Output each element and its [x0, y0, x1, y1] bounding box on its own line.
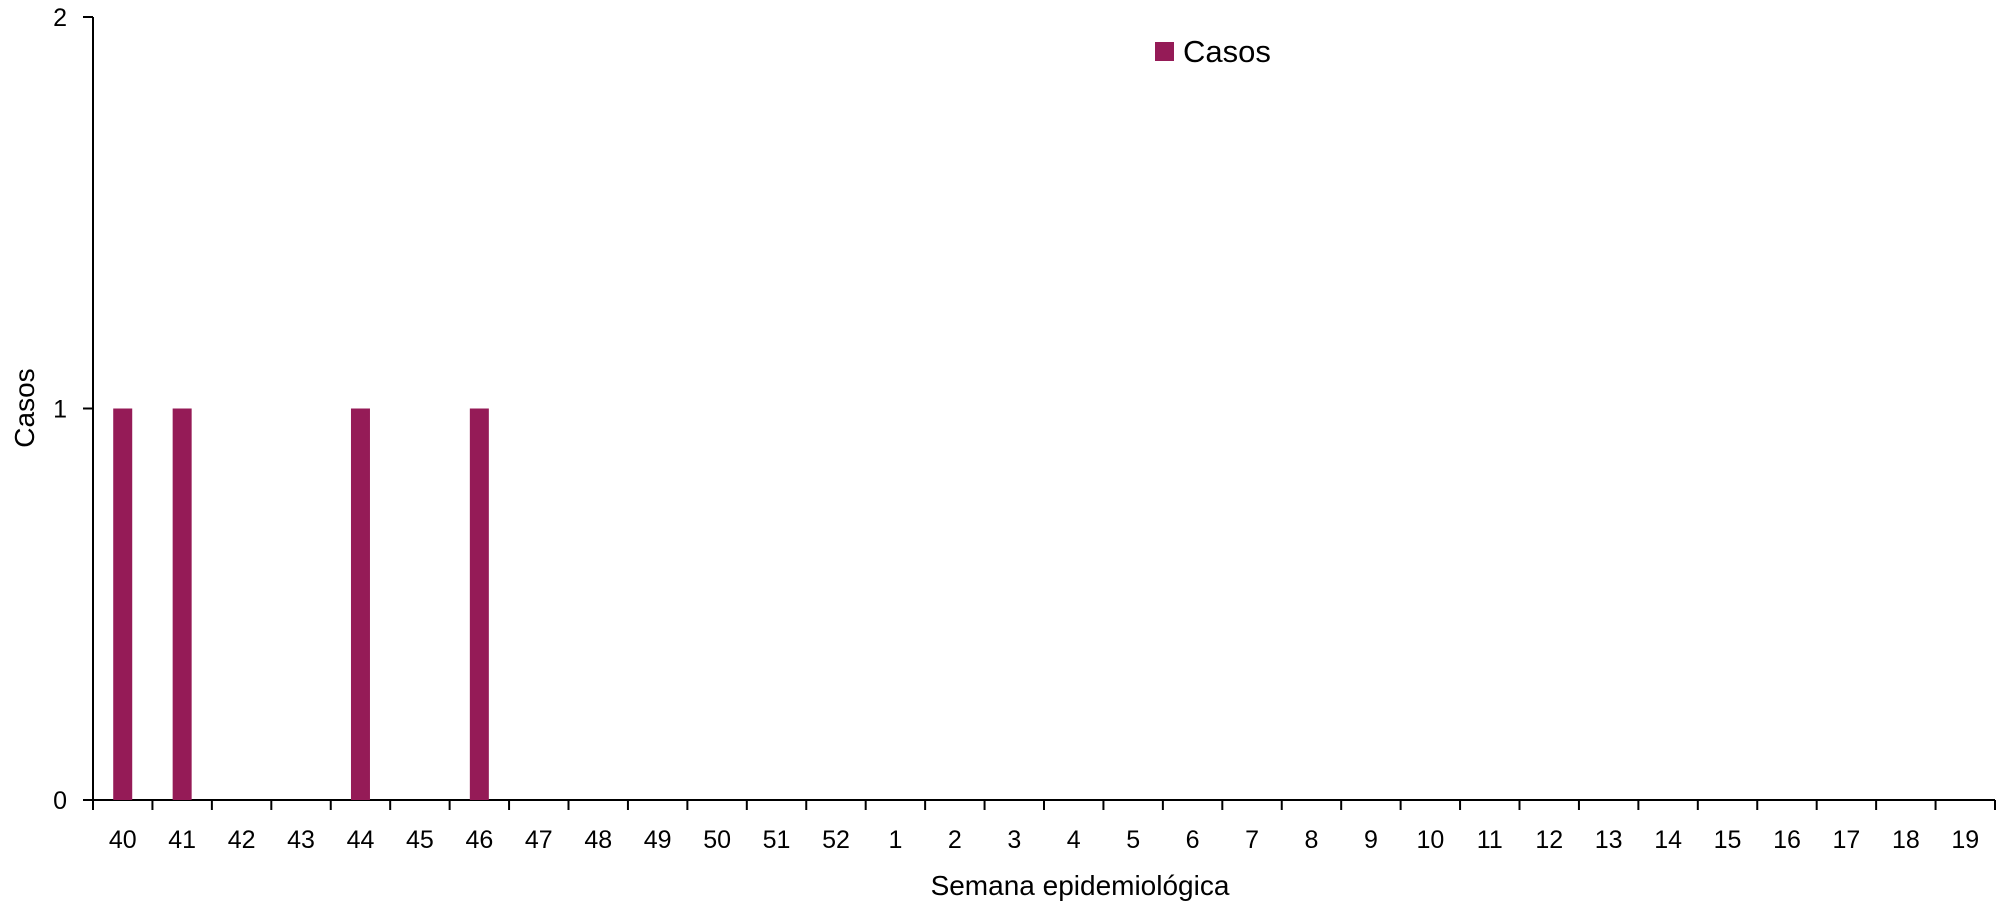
x-tick-label: 4 [1067, 826, 1081, 854]
x-tick-label: 11 [1477, 826, 1503, 854]
x-tick-label: 17 [1833, 826, 1861, 854]
x-tick-label: 41 [168, 826, 196, 854]
bar [172, 408, 192, 800]
y-axis-title: Casos [9, 368, 40, 447]
x-tick-label: 46 [465, 826, 493, 854]
x-axis-title: Semana epidemiológica [931, 870, 1230, 901]
x-tick-label: 43 [287, 826, 315, 854]
x-tick-label: 40 [109, 826, 137, 854]
x-tick-label: 50 [703, 826, 731, 854]
x-tick-labels: 40 41 42 43 44 45 46 47 48 49 50 51 52 1 2 3 4 5 6 7 8 9 10 11 1… [109, 826, 1979, 854]
x-tick-label: 7 [1245, 826, 1259, 854]
x-axis [92, 799, 1996, 810]
x-tick-label: 51 [763, 826, 791, 854]
x-tick-label: 47 [525, 826, 553, 854]
bar [469, 408, 489, 800]
x-tick-label: 19 [1951, 826, 1979, 854]
x-tick-label: 5 [1126, 826, 1140, 854]
y-tick-label: 0 [53, 787, 67, 815]
y-tick-label: 1 [53, 396, 67, 424]
legend-swatch [1155, 42, 1174, 61]
x-tick-label: 16 [1773, 826, 1801, 854]
x-tick-label: 1 [888, 826, 902, 854]
x-tick-label: 48 [584, 826, 612, 854]
x-tick-label: 12 [1535, 826, 1563, 854]
bar [350, 408, 370, 800]
x-tick-label: 52 [822, 826, 850, 854]
x-tick-label: 49 [644, 826, 672, 854]
x-tick-label: 8 [1305, 826, 1319, 854]
x-tick-label: 44 [347, 826, 375, 854]
y-tick-label: 2 [53, 4, 67, 32]
bars [113, 408, 489, 800]
y-tick-labels: 0 1 2 [53, 4, 67, 815]
x-tick-label: 10 [1416, 826, 1444, 854]
x-tick-label: 6 [1186, 826, 1200, 854]
x-tick-label: 45 [406, 826, 434, 854]
bar [113, 408, 133, 800]
y-axis [83, 16, 94, 801]
x-tick-label: 18 [1892, 826, 1920, 854]
x-tick-label: 13 [1595, 826, 1623, 854]
legend-label: Casos [1183, 34, 1271, 69]
x-tick-label: 14 [1654, 826, 1682, 854]
x-tick-label: 9 [1364, 826, 1378, 854]
x-tick-label: 42 [228, 826, 256, 854]
x-tick-label: 3 [1007, 826, 1021, 854]
x-tick-label: 15 [1714, 826, 1742, 854]
legend: Casos [1155, 34, 1271, 69]
x-tick-label: 2 [948, 826, 962, 854]
